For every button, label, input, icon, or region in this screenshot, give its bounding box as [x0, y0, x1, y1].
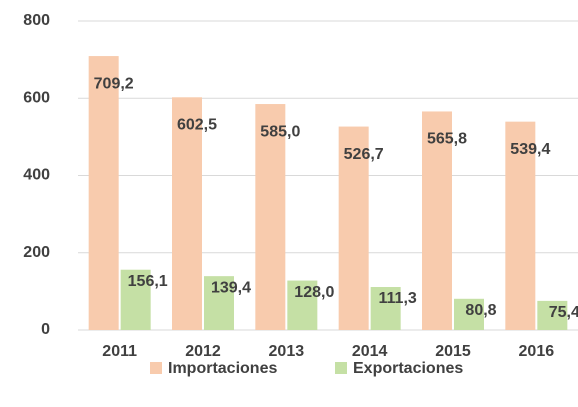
- y-tick-label: 600: [23, 89, 50, 106]
- x-tick-label: 2016: [519, 343, 555, 360]
- y-tick-label: 400: [23, 167, 50, 184]
- data-label: 139,4: [211, 279, 251, 296]
- bar: [120, 269, 151, 330]
- bar: [88, 56, 119, 330]
- data-label: 75,4: [549, 304, 578, 321]
- y-tick-label: 200: [23, 244, 50, 261]
- bar: [255, 104, 286, 330]
- data-label: 111,3: [379, 290, 417, 307]
- x-tick-label: 2014: [352, 343, 388, 360]
- data-label: 602,5: [177, 117, 217, 134]
- data-label: 565,8: [427, 131, 467, 148]
- bar: [287, 280, 318, 330]
- bar: [204, 276, 234, 330]
- data-label: 539,4: [510, 141, 550, 158]
- bar: [338, 126, 369, 330]
- data-label: 128,0: [294, 284, 334, 301]
- bar: [505, 121, 536, 330]
- legend-label: Exportaciones: [353, 360, 463, 377]
- legend-label: Importaciones: [168, 360, 277, 377]
- legend-swatch: [150, 362, 162, 374]
- bar: [537, 300, 568, 330]
- bar: [172, 97, 202, 330]
- data-label: 585,0: [260, 123, 300, 140]
- x-tick-label: 2013: [269, 343, 305, 360]
- y-tick-label: 800: [23, 12, 50, 29]
- data-label: 80,8: [465, 302, 496, 319]
- x-tick-label: 2011: [102, 343, 137, 360]
- data-label: 156,1: [128, 273, 168, 290]
- bar: [422, 111, 452, 330]
- bar: [454, 298, 484, 330]
- x-tick-label: 2012: [185, 343, 221, 360]
- data-label: 709,2: [94, 75, 134, 92]
- legend-swatch: [335, 362, 347, 374]
- x-tick-label: 2015: [435, 343, 471, 360]
- y-tick-label: 0: [41, 321, 50, 338]
- bar: [370, 287, 401, 330]
- data-label: 526,7: [344, 146, 384, 163]
